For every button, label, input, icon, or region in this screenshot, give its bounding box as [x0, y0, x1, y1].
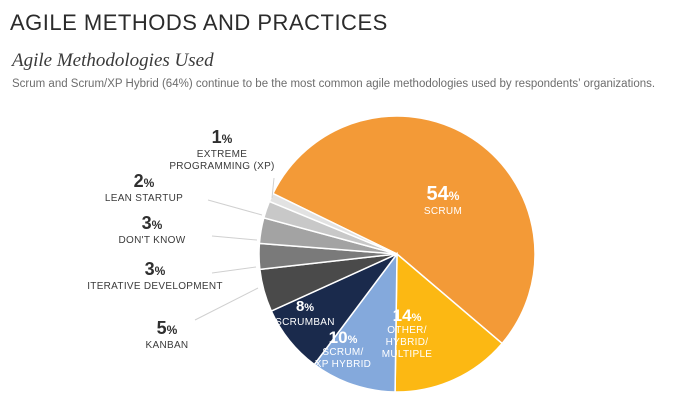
- label-iterative-development: 3% ITERATIVE DEVELOPMENT: [87, 259, 257, 292]
- label-scrum-xp-hybrid-percent: 10%: [329, 328, 358, 347]
- label-scrumban-text: SCRUMBAN: [275, 317, 335, 328]
- label-scrum-percent: 54%: [427, 183, 460, 205]
- label-lean-startup-percent: 2%: [134, 171, 155, 191]
- label-scrum-xp-hybrid: 10%SCRUM/XP HYBRID: [315, 328, 371, 370]
- pie-slice-extreme-programming-xp: [268, 192, 398, 255]
- label-kanban-percent: 5%: [157, 318, 178, 338]
- pie-slice-other-hybrid-multiple: [394, 252, 504, 393]
- label-other-hybrid-multiple-percent: 14%: [393, 306, 422, 325]
- label-iterative-development-leader-line: [211, 266, 257, 274]
- section-title: AGILE METHODS AND PRACTICES: [10, 10, 388, 35]
- label-extreme-programming-xp-text: PROGRAMMING (XP): [169, 161, 274, 172]
- label-scrumban-percent: 8%: [296, 298, 314, 315]
- label-lean-startup-leader-line: [207, 199, 263, 216]
- label-other-hybrid-multiple: 14%OTHER/HYBRID/MULTIPLE: [382, 306, 433, 360]
- label-extreme-programming-xp-text: EXTREME: [197, 149, 247, 160]
- label-scrumban: 8% SCRUMBAN: [275, 298, 335, 328]
- label-scrum-xp-hybrid-text: XP HYBRID: [315, 359, 371, 370]
- label-don-t-know-leader-line: [211, 235, 258, 241]
- chart-title: Agile Methodologies Used: [12, 50, 214, 71]
- pie-slice-scrum: [271, 115, 536, 345]
- chart-subtitle: Scrum and Scrum/XP Hybrid (64%) continue…: [12, 78, 656, 90]
- label-other-hybrid-multiple-text: OTHER/: [387, 325, 427, 336]
- label-iterative-development-text: ITERATIVE DEVELOPMENT: [87, 281, 223, 292]
- label-extreme-programming-xp-percent: 1%: [212, 127, 233, 147]
- label-don-t-know: 3% DON'T KNOW: [119, 213, 258, 246]
- label-scrum: 54%SCRUM: [424, 183, 462, 217]
- label-other-hybrid-multiple-text: HYBRID/: [386, 337, 429, 348]
- label-scrum-xp-hybrid-text: SCRUM/: [322, 347, 363, 358]
- label-scrum-text: SCRUM: [424, 206, 462, 217]
- label-lean-startup: 2% LEAN STARTUP: [105, 171, 263, 216]
- label-kanban-text: KANBAN: [146, 340, 189, 351]
- pie-slice-scrum-xp-hybrid: [313, 251, 398, 393]
- label-extreme-programming-xp-leader-line: [271, 177, 275, 199]
- label-don-t-know-percent: 3%: [142, 213, 163, 233]
- label-don-t-know-text: DON'T KNOW: [119, 235, 186, 246]
- label-iterative-development-percent: 3%: [145, 259, 166, 279]
- label-kanban-leader-line: [194, 287, 259, 321]
- label-lean-startup-text: LEAN STARTUP: [105, 193, 183, 204]
- label-kanban: 5% KANBAN: [146, 287, 259, 351]
- label-other-hybrid-multiple-text: MULTIPLE: [382, 349, 433, 360]
